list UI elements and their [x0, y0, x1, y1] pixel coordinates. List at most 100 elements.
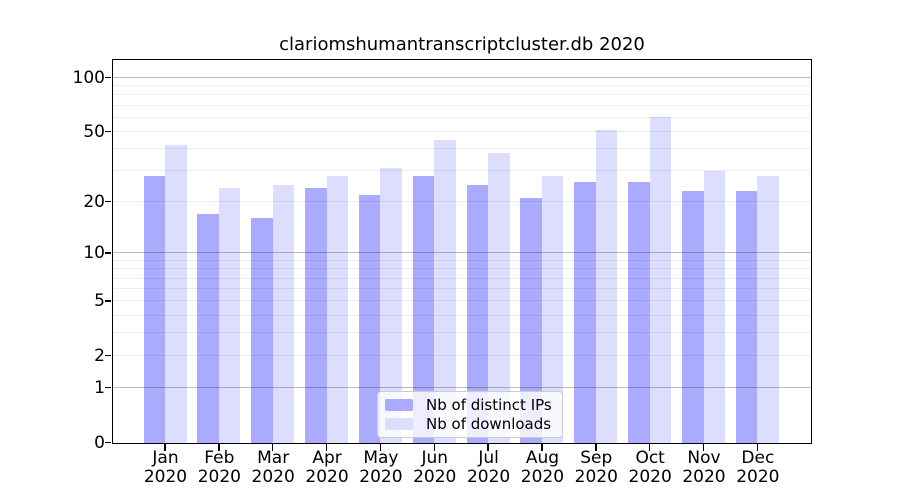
bar-sep-distinct-ips — [574, 181, 596, 443]
x-label-year: 2020 — [682, 467, 726, 487]
bar-dec-distinct-ips — [735, 191, 758, 443]
y-label-10: 10 — [83, 243, 105, 264]
legend-item-downloads: Nb of downloads — [385, 415, 554, 433]
x-label-oct: Oct 2020 — [613, 449, 687, 487]
gridline-major-100 — [112, 77, 811, 78]
y-label-0: 0 — [94, 433, 105, 453]
x-label-year: 2020 — [305, 467, 349, 487]
x-label-month: Apr — [312, 448, 342, 468]
gridline-minor-50 — [112, 131, 811, 133]
x-label-year: 2020 — [574, 467, 618, 487]
bar-may-distinct-ips — [358, 194, 381, 443]
x-label-year: 2020 — [466, 467, 511, 487]
x-tickmark-aug — [541, 444, 543, 451]
x-label-jun: Jun 2020 — [398, 449, 472, 487]
bar-nov-distinct-ips — [682, 191, 704, 443]
x-tickmark-nov — [702, 444, 705, 451]
y-label-1: 1 — [94, 378, 105, 399]
x-label-month: Feb — [204, 448, 235, 468]
x-label-nov: Nov 2020 — [667, 449, 741, 487]
bar-aug-downloads — [541, 176, 564, 443]
x-label-feb: Feb 2020 — [182, 449, 256, 487]
legend-label-downloads: Nb of downloads — [426, 414, 552, 433]
y-tickmark-50 — [104, 130, 111, 133]
x-label-mar: Mar 2020 — [236, 449, 310, 487]
bar-jul-downloads — [488, 152, 510, 443]
y-label-100: 100 — [72, 68, 105, 88]
x-tickmark-jun — [433, 444, 435, 451]
bar-may-downloads — [380, 168, 402, 443]
bar-apr-distinct-ips — [305, 187, 327, 443]
bar-oct-distinct-ips — [628, 181, 650, 443]
bar-apr-downloads — [326, 176, 349, 443]
x-label-year: 2020 — [736, 467, 780, 487]
y-tickmark-2 — [104, 354, 111, 357]
gridline-minor-80 — [112, 94, 811, 96]
y-label-2: 2 — [94, 346, 105, 367]
bar-jan-distinct-ips — [143, 176, 165, 443]
x-label-sep: Sep 2020 — [559, 449, 633, 487]
x-label-jan: Jan 2020 — [129, 449, 203, 487]
x-label-may: May 2020 — [344, 449, 418, 487]
bar-jul-distinct-ips — [466, 184, 489, 443]
x-label-month: Aug — [525, 448, 560, 468]
x-label-jul: Jul 2020 — [452, 449, 526, 487]
legend-item-distinct-ips: Nb of distinct IPs — [385, 396, 554, 414]
plot-area — [104, 58, 812, 451]
x-label-month: May — [363, 448, 399, 468]
bar-aug-distinct-ips — [520, 198, 542, 443]
legend: Nb of distinct IPs Nb of downloads — [377, 391, 563, 438]
legend-swatch-distinct-ips — [385, 399, 413, 412]
x-tickmark-apr — [325, 444, 328, 451]
legend-label-distinct-ips: Nb of distinct IPs — [426, 396, 552, 415]
x-label-month: Oct — [635, 448, 665, 468]
bar-oct-downloads — [649, 117, 672, 443]
gridline-minor-70 — [112, 104, 811, 106]
x-label-year: 2020 — [143, 467, 188, 487]
gridline-minor-90 — [112, 85, 811, 87]
chart-title: clariomshumantranscriptcluster.db 2020 — [279, 34, 645, 55]
bar-jan-downloads — [165, 145, 187, 443]
x-label-aug: Aug 2020 — [505, 449, 579, 487]
x-label-year: 2020 — [628, 467, 672, 487]
x-label-apr: Apr 2020 — [290, 449, 364, 487]
x-label-month: Nov — [687, 448, 721, 468]
x-tickmark-sep — [595, 444, 597, 451]
bar-mar-downloads — [272, 184, 295, 443]
y-tickmark-100 — [104, 76, 111, 79]
bar-jun-distinct-ips — [412, 176, 435, 443]
x-tickmark-jul — [487, 444, 489, 451]
y-label-50: 50 — [83, 122, 105, 143]
x-tickmark-dec — [756, 444, 759, 451]
x-tickmark-feb — [218, 444, 220, 451]
y-tickmark-5 — [104, 300, 111, 302]
x-label-month: Jan — [152, 448, 179, 468]
bar-nov-downloads — [703, 170, 725, 443]
x-label-month: Jul — [478, 448, 499, 468]
bar-dec-downloads — [757, 176, 779, 443]
bar-feb-downloads — [218, 187, 241, 443]
x-label-month: Jun — [421, 448, 449, 468]
y-tickmark-10 — [104, 252, 111, 254]
gridline-minor-40 — [112, 148, 811, 150]
bar-mar-distinct-ips — [251, 218, 273, 443]
x-label-year: 2020 — [520, 467, 565, 487]
y-tickmark-0 — [104, 441, 111, 444]
y-tickmark-20 — [104, 200, 111, 203]
x-label-month: Mar — [257, 448, 290, 468]
y-label-5: 5 — [94, 291, 105, 312]
x-label-year: 2020 — [413, 467, 457, 487]
bar-jun-downloads — [434, 139, 456, 443]
x-tickmark-jan — [164, 444, 166, 451]
legend-swatch-downloads — [385, 417, 413, 430]
x-label-year: 2020 — [197, 467, 241, 487]
y-tickmark-1 — [104, 386, 111, 389]
bar-feb-distinct-ips — [197, 213, 219, 443]
x-tickmark-mar — [271, 444, 274, 451]
x-label-month: Sep — [580, 448, 613, 468]
x-tickmark-may — [379, 444, 382, 451]
y-label-20: 20 — [83, 192, 105, 213]
x-label-year: 2020 — [251, 467, 295, 487]
x-label-month: Dec — [741, 448, 775, 468]
